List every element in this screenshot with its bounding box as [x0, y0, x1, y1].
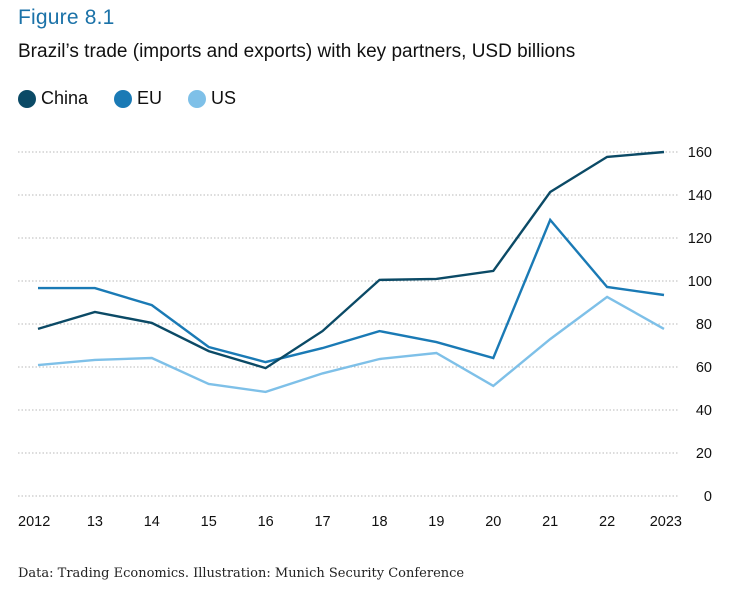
y-tick-label: 40	[696, 403, 712, 419]
x-tick-label: 16	[258, 514, 274, 530]
x-tick-label: 22	[599, 514, 615, 530]
legend-item-china: China	[18, 88, 88, 109]
series-line-us	[37, 295, 665, 394]
legend-dot-eu-icon	[114, 89, 133, 108]
legend-item-eu: EU	[114, 88, 162, 109]
legend-dot-china-icon	[18, 89, 36, 108]
legend-label-eu: EU	[137, 88, 163, 108]
legend-label-china: China	[41, 88, 89, 108]
y-tick-label: 20	[696, 446, 712, 462]
x-tick-label: 2012	[18, 514, 50, 530]
x-axis: 2012 13 14 15 16 17 18 19 20 21 22 2023	[18, 514, 682, 530]
x-tick-label: 14	[144, 514, 160, 530]
x-tick-label: 20	[485, 514, 501, 530]
source-note: Data: Trading Economics. Illustration: M…	[18, 566, 465, 581]
legend-label-us: US	[211, 88, 237, 108]
gridlines	[18, 151, 679, 497]
y-tick-label: 80	[696, 317, 712, 333]
series-line-eu	[38, 217, 665, 364]
legend: China EU US	[18, 88, 262, 109]
legend-item-us: US	[188, 88, 236, 109]
y-tick-label: 160	[688, 145, 712, 161]
chart-title: Brazil’s trade (imports and exports) wit…	[18, 41, 576, 62]
legend-dot-us-icon	[188, 89, 207, 108]
x-tick-label: 19	[428, 514, 444, 530]
y-tick-label: 140	[688, 188, 712, 204]
y-tick-label: 120	[688, 231, 712, 247]
series-line-china	[37, 150, 665, 370]
x-tick-label: 17	[314, 514, 330, 530]
y-axis: 0 20 40 60 80 100 120 140 160	[688, 145, 712, 505]
y-tick-label: 0	[704, 489, 712, 505]
x-tick-label: 18	[371, 514, 387, 530]
x-tick-label: 13	[87, 514, 103, 530]
figure-label: Figure 8.1	[18, 6, 115, 29]
x-tick-label: 15	[201, 514, 217, 530]
y-tick-label: 100	[688, 274, 712, 290]
x-tick-label: 21	[542, 514, 558, 530]
series-lines	[37, 150, 665, 394]
y-tick-label: 60	[696, 360, 712, 376]
x-tick-label: 2023	[650, 514, 682, 530]
